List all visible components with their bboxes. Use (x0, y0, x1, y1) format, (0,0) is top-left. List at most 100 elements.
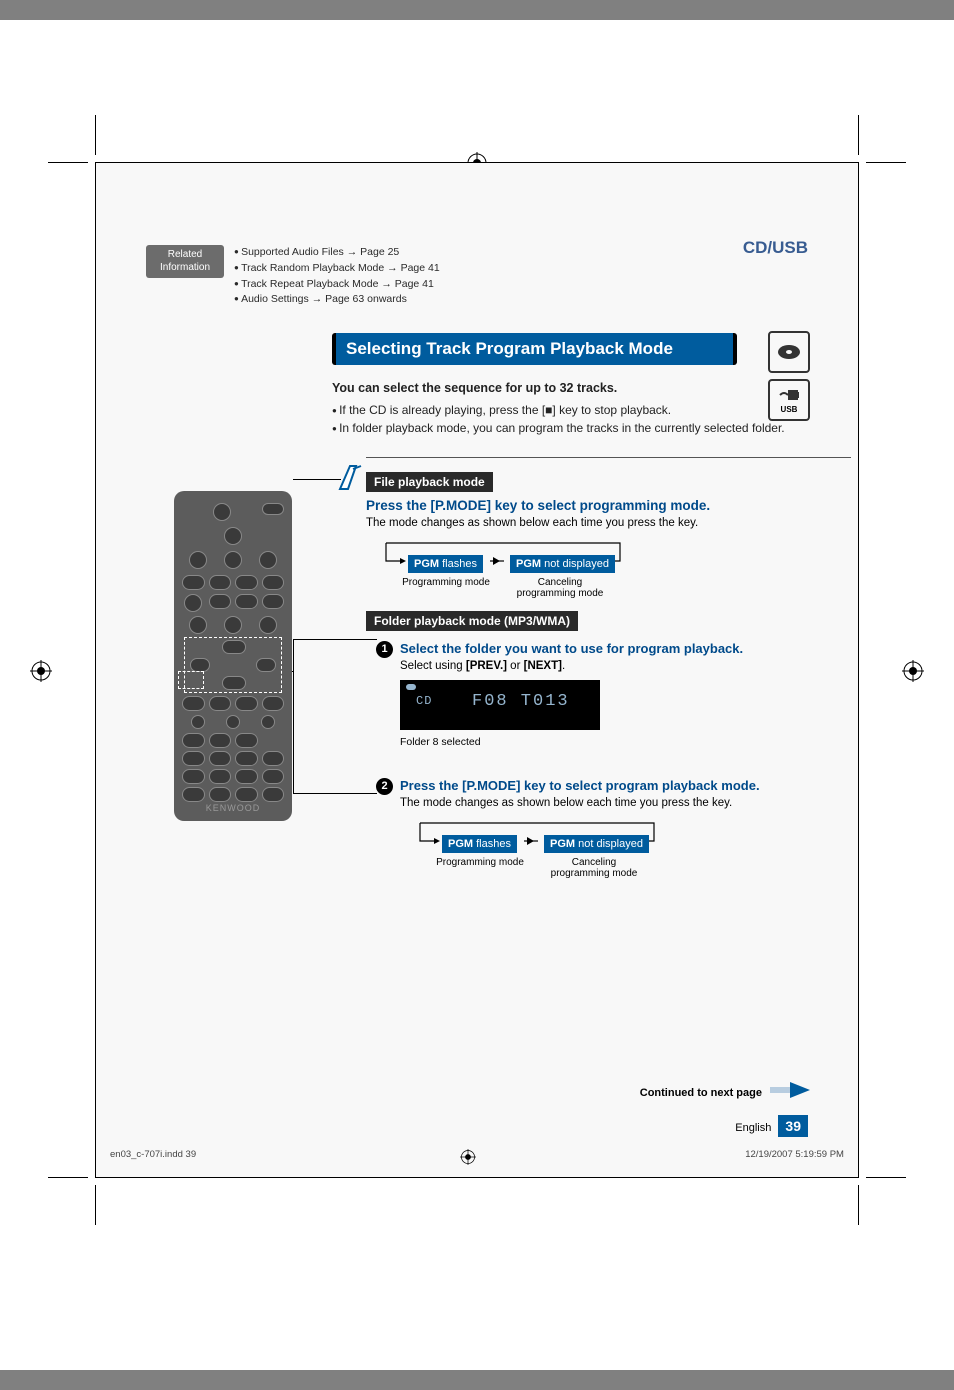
intro-item: In folder playback mode, you can program… (332, 421, 842, 435)
remote-btn (259, 551, 277, 569)
crop-mark (866, 162, 906, 163)
remote-num-btn (182, 733, 205, 748)
remote-num-btn (262, 787, 285, 802)
intro-block: You can select the sequence for up to 32… (332, 381, 842, 439)
registration-mark-bottom (460, 1149, 482, 1171)
section-title: Selecting Track Program Playback Mode (332, 333, 737, 365)
crop-mark (866, 1177, 906, 1178)
remote-btn (191, 715, 205, 729)
crop-mark (48, 1177, 88, 1178)
remote-btn (235, 696, 258, 711)
remote-num-btn (235, 751, 258, 766)
crop-mark (95, 1185, 96, 1225)
intro-bold: You can select the sequence for up to 32… (332, 381, 842, 395)
remote-num-btn (182, 787, 205, 802)
step-1-title: Press the [P.MODE] key to select program… (366, 498, 846, 513)
remote-btn (189, 551, 207, 569)
pgm-flashes-box: PGM flashes (408, 555, 483, 573)
crop-mark (95, 115, 96, 155)
pgm-cycle-diagram-2: PGM flashes PGM not displayed Programmin… (410, 823, 670, 879)
folder-mode-section: Folder playback mode (MP3/WMA) 1 Select … (366, 611, 856, 879)
remote-btn (209, 696, 232, 711)
remote-up-btn (222, 640, 246, 654)
substep-2: 2 Press the [P.MODE] key to select progr… (400, 778, 856, 879)
remote-btn (189, 616, 207, 634)
related-item: Supported Audio Files → Page 25 (234, 245, 440, 261)
remote-btn (224, 527, 242, 545)
remote-num-btn (235, 787, 258, 802)
print-footer: en03_c-707i.indd 39 12/19/2007 5:19:59 P… (110, 1149, 844, 1171)
remote-num-btn (209, 733, 232, 748)
substep-2-text: The mode changes as shown below each tim… (400, 797, 856, 809)
remote-brand: KENWOOD (174, 803, 292, 813)
lcd-source: CD (416, 694, 432, 708)
remote-btn (259, 616, 277, 634)
pgm-sub-1: Programming mode (430, 857, 530, 868)
remote-pmode-btn (182, 696, 205, 711)
remote-btn (224, 616, 242, 634)
related-list: Supported Audio Files → Page 25 Track Ra… (234, 245, 440, 308)
continued-label: Continued to next page (640, 1087, 788, 1099)
remote-btn (261, 715, 275, 729)
remote-num-btn (235, 733, 258, 748)
remote-num-btn (209, 769, 232, 784)
section-header: CD/USB (743, 238, 808, 258)
remote-control: KENWOOD (174, 491, 292, 821)
remote-btn (262, 575, 285, 590)
print-timestamp: 12/19/2007 5:19:59 PM (745, 1149, 844, 1171)
crop-mark (858, 1185, 859, 1225)
pgm-sub-2: Cancelingprogramming mode (544, 857, 644, 879)
related-item: Audio Settings → Page 63 onwards (234, 292, 440, 308)
remote-num-btn (235, 769, 258, 784)
remote-btn (262, 503, 284, 515)
remote-next-btn (256, 658, 276, 672)
remote-btn (224, 551, 242, 569)
bullet-1: 1 (376, 641, 393, 658)
bullet-2: 2 (376, 778, 393, 795)
substep-1-title: Select the folder you want to use for pr… (400, 641, 856, 656)
crop-mark (858, 115, 859, 155)
substep-2-title: Press the [P.MODE] key to select program… (400, 778, 856, 793)
content-area: CD/USB Related Information Supported Aud… (96, 163, 858, 1177)
remote-btn (213, 503, 231, 521)
remote-num-btn (182, 751, 205, 766)
divider (366, 457, 851, 458)
related-item: Track Random Playback Mode → Page 41 (234, 261, 440, 277)
cd-icon (768, 331, 810, 373)
remote-btn (235, 594, 258, 609)
callout-line (293, 639, 377, 640)
registration-mark-right (902, 660, 924, 682)
remote-btn (209, 594, 232, 609)
pgm-cycle-diagram: PGM flashes PGM not displayed Programmin… (376, 543, 636, 599)
step-1-text: The mode changes as shown below each tim… (366, 517, 846, 529)
lcd-display: CD F08 T013 (400, 680, 600, 730)
callout-line (293, 793, 377, 794)
crop-mark (48, 162, 88, 163)
print-sheet: CD/USB Related Information Supported Aud… (0, 20, 954, 1370)
callout-line (293, 639, 294, 793)
remote-down-btn (222, 676, 246, 690)
related-label-2: Information (148, 262, 222, 275)
pgm-flashes-box: PGM flashes (442, 835, 517, 853)
related-item: Track Repeat Playback Mode → Page 41 (234, 277, 440, 293)
remote-btn (184, 594, 202, 612)
remote-btn (235, 575, 258, 590)
pgm-not-displayed-box: PGM not displayed (510, 555, 615, 573)
substep-1-text: Select using [PREV.] or [NEXT]. (400, 660, 856, 672)
remote-num-btn (182, 769, 205, 784)
display-caption: Folder 8 selected (400, 736, 856, 748)
mode-label-folder: Folder playback mode (MP3/WMA) (366, 611, 578, 631)
registration-mark-left (30, 660, 52, 682)
footer-lang: English (735, 1122, 771, 1134)
remote-num-btn (209, 787, 232, 802)
remote-num-btn (262, 769, 285, 784)
remote-num-btn (209, 751, 232, 766)
remote-btn (226, 715, 240, 729)
remote-prev-btn (190, 658, 210, 672)
lcd-indicator-icon (406, 684, 416, 690)
page-number: 39 (778, 1115, 808, 1137)
continued-arrow-icon (770, 1082, 810, 1103)
print-file: en03_c-707i.indd 39 (110, 1149, 196, 1171)
remote-btn (262, 696, 285, 711)
related-label-1: Related (148, 249, 222, 262)
